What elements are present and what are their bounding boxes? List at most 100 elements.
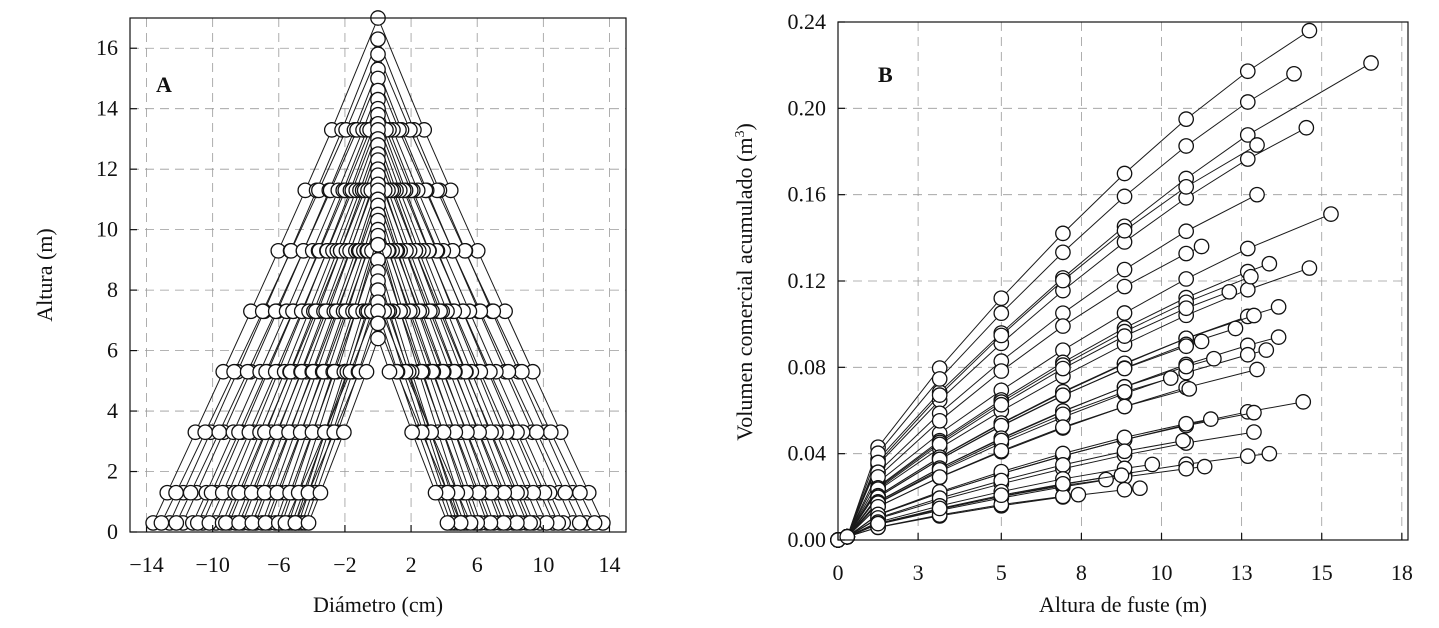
volume-curve-line bbox=[837, 401, 1304, 541]
volume-point bbox=[1178, 179, 1195, 195]
volume-curve-line bbox=[837, 291, 1230, 541]
volume-curve-line bbox=[837, 62, 1372, 541]
volume-point bbox=[931, 469, 948, 485]
diameter-point bbox=[528, 424, 545, 441]
panel-a-x-tick-label: −10 bbox=[195, 552, 229, 577]
diameter-point bbox=[226, 363, 242, 380]
panel-b-x-tick-label: 3 bbox=[913, 560, 924, 585]
volume-point bbox=[1178, 223, 1195, 240]
panel-b-x-tick-label: 15 bbox=[1311, 560, 1333, 585]
volume-point bbox=[993, 290, 1010, 307]
volume-point bbox=[1261, 445, 1278, 462]
panel-a-x-axis-title: Diámetro (cm) bbox=[313, 592, 443, 617]
diameter-point bbox=[509, 515, 525, 531]
panel-b-y-tick-label: 0.16 bbox=[788, 182, 827, 207]
panel-b-x-tick-label: 0 bbox=[833, 560, 844, 585]
volume-point bbox=[1270, 329, 1287, 345]
volume-point bbox=[1116, 360, 1133, 377]
panel-b-y-axis-title-superscript: 3 bbox=[733, 131, 748, 138]
volume-point bbox=[1055, 387, 1071, 404]
volume-point bbox=[931, 412, 948, 429]
volume-point bbox=[993, 396, 1010, 413]
panel-b-y-axis-title: Volumen comercial acumulado (m3) bbox=[732, 123, 757, 441]
volume-curve bbox=[830, 260, 1318, 548]
diameter-point bbox=[197, 424, 214, 441]
panel-b-axis-ticks: 0 3 5 8 10 13 15 18 0.00 0.04 0.08 0.12 0.16 0.20 0.24 bbox=[788, 9, 1413, 585]
diameter-point bbox=[542, 424, 559, 441]
volume-point bbox=[1239, 448, 1256, 464]
volume-point bbox=[1098, 471, 1114, 488]
panel-b-y-tick-label: 0.00 bbox=[788, 527, 827, 552]
diameter-point bbox=[182, 484, 199, 501]
panel-b-y-tick-label: 0.08 bbox=[788, 354, 827, 379]
volume-point bbox=[1178, 271, 1195, 287]
volume-point bbox=[1175, 432, 1191, 449]
panel-a-y-tick-label: 10 bbox=[96, 217, 118, 242]
diameter-point bbox=[231, 515, 247, 531]
volume-point bbox=[1196, 458, 1213, 475]
volume-point bbox=[1258, 342, 1275, 358]
diameter-point bbox=[218, 515, 234, 531]
panel-b-y-tick-label: 0.20 bbox=[788, 95, 827, 120]
panel-a-y-tick-label: 2 bbox=[107, 459, 118, 484]
panel-a-x-tick-label: 6 bbox=[472, 552, 483, 577]
diameter-point bbox=[522, 515, 538, 531]
volume-point bbox=[1116, 443, 1133, 460]
diameter-point bbox=[439, 515, 456, 531]
diameter-point bbox=[557, 484, 574, 501]
volume-point bbox=[1178, 460, 1195, 477]
apex-point bbox=[370, 315, 386, 332]
volume-point bbox=[1239, 63, 1256, 80]
diameter-point bbox=[244, 515, 261, 531]
diameter-point bbox=[336, 424, 352, 441]
volume-point bbox=[1249, 137, 1265, 153]
volume-curve bbox=[830, 283, 1238, 548]
panel-b-x-axis-title: Altura de fuste (m) bbox=[1039, 592, 1207, 617]
panel-a-x-tick-label: −6 bbox=[267, 552, 290, 577]
apex-point bbox=[370, 31, 386, 48]
panel-b-y-axis-title-main: Volumen comercial acumulado (m bbox=[732, 138, 757, 441]
panel-a-x-tick-label: 14 bbox=[598, 552, 620, 577]
diameter-point bbox=[254, 303, 271, 320]
volume-curve bbox=[830, 467, 1130, 548]
volume-point bbox=[1055, 305, 1071, 322]
volume-point bbox=[1249, 186, 1265, 203]
volume-point bbox=[1055, 457, 1071, 473]
panel-a-y-tick-label: 14 bbox=[96, 96, 118, 121]
diameter-point bbox=[485, 303, 502, 320]
volume-point bbox=[1239, 281, 1256, 298]
volume-point bbox=[1116, 481, 1133, 498]
panel-b-y-tick-label: 0.24 bbox=[788, 9, 827, 34]
volume-point bbox=[1116, 188, 1133, 205]
volume-point bbox=[1055, 244, 1071, 261]
volume-point bbox=[870, 515, 886, 532]
panel-b-y-tick-label: 0.04 bbox=[788, 441, 827, 466]
panel-a-x-tick-label: 10 bbox=[532, 552, 554, 577]
volume-point bbox=[1363, 55, 1379, 71]
volume-point bbox=[1295, 394, 1312, 410]
volume-point bbox=[993, 442, 1010, 459]
volume-point bbox=[1162, 370, 1179, 386]
volume-point bbox=[1301, 260, 1318, 276]
volume-point bbox=[1246, 424, 1262, 440]
volume-point bbox=[931, 500, 948, 517]
volume-point bbox=[1178, 138, 1195, 154]
panel-b-x-tick-label: 18 bbox=[1391, 560, 1413, 585]
volume-curve bbox=[830, 268, 1259, 548]
panel-b-x-tick-label: 13 bbox=[1231, 560, 1253, 585]
panel-b-volume-curves bbox=[830, 22, 1379, 548]
panel-a-tree-profiles bbox=[145, 10, 611, 531]
panel-a-height-vs-diameter: −14 −10 −6 −2 2 6 10 14 0 2 4 6 8 10 12 14 16 A Diámetro… bbox=[32, 10, 627, 617]
panel-b-y-tick-label: 0.12 bbox=[788, 268, 827, 293]
panel-a-y-tick-label: 0 bbox=[107, 519, 118, 544]
volume-curve-line bbox=[837, 369, 1258, 541]
volume-point bbox=[931, 387, 948, 403]
volume-point bbox=[1239, 151, 1256, 167]
panel-a-y-axis-title: Altura (m) bbox=[32, 228, 57, 321]
apex-point bbox=[370, 46, 386, 63]
volume-point bbox=[1181, 381, 1198, 397]
volume-point bbox=[993, 327, 1010, 344]
volume-point bbox=[1055, 475, 1071, 492]
volume-point bbox=[1055, 419, 1071, 435]
panel-b-x-tick-label: 10 bbox=[1151, 560, 1173, 585]
